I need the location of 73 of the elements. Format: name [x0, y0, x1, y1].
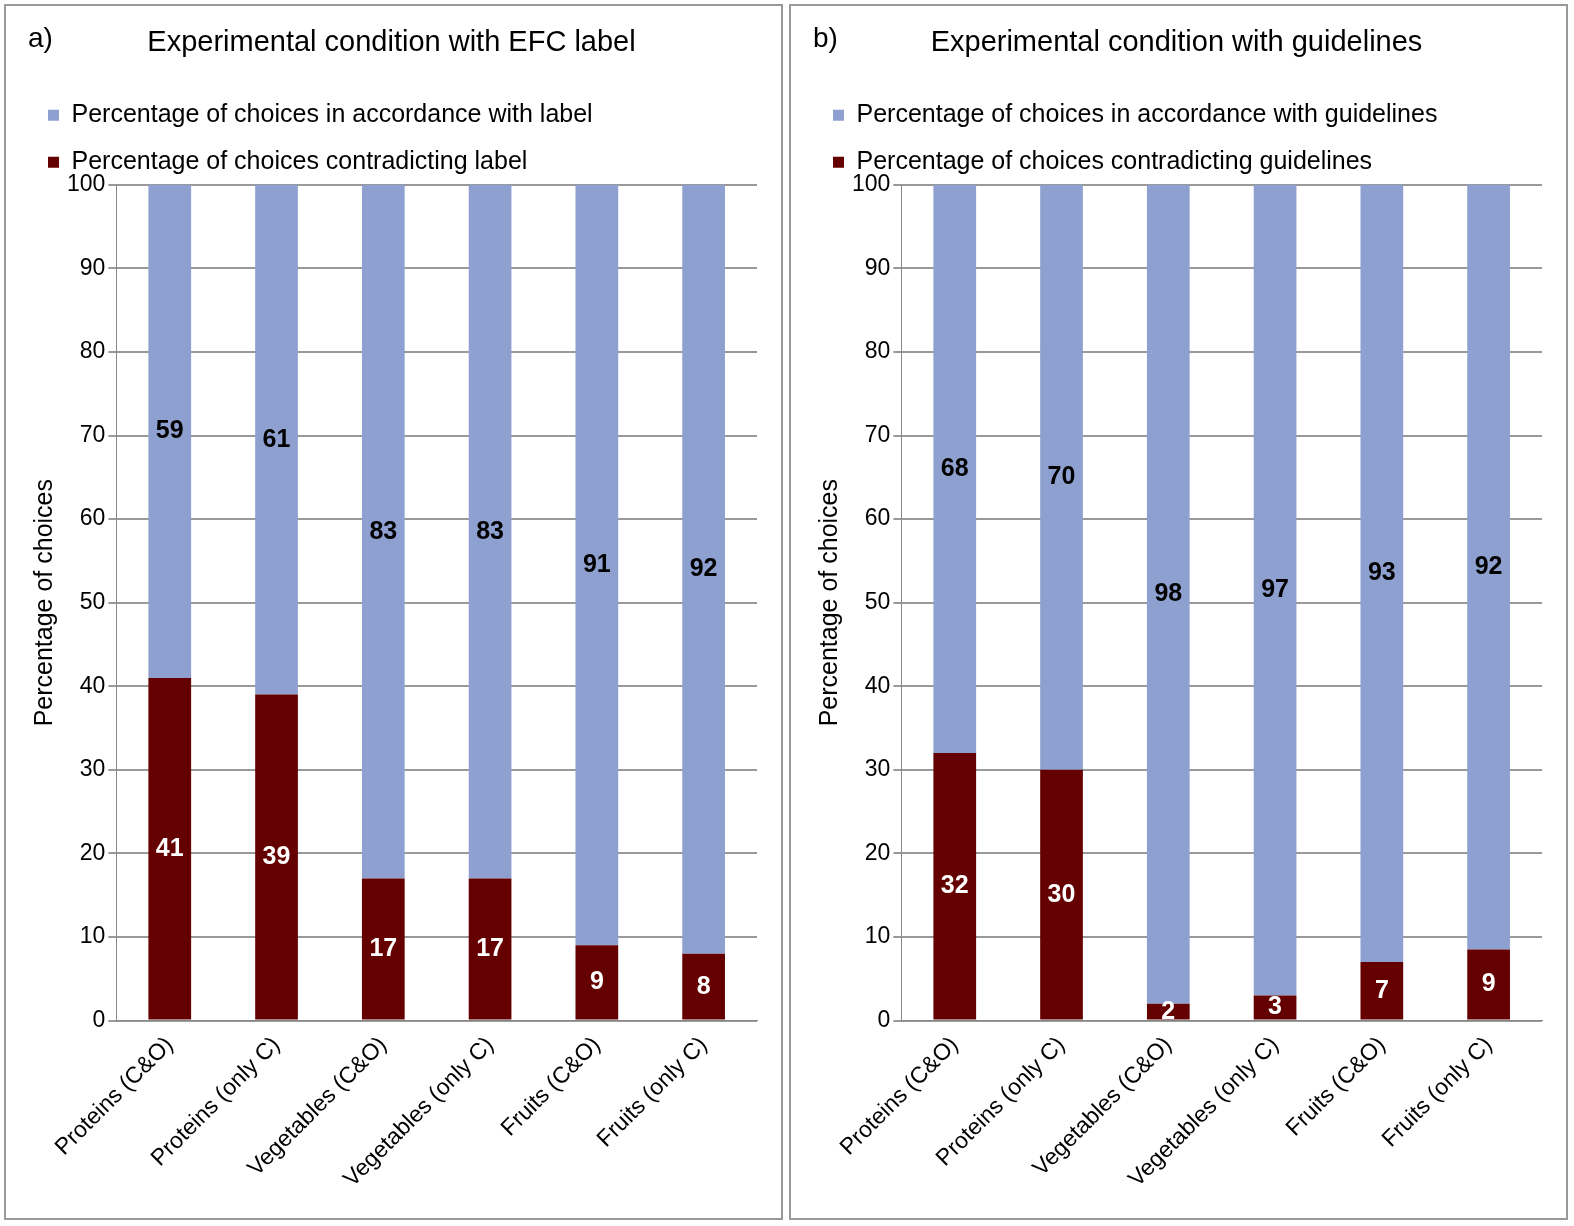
bar: [468, 184, 512, 879]
bar: [933, 184, 977, 754]
data-label: 68: [940, 452, 969, 481]
data-label: 92: [689, 553, 718, 582]
y-tick-label: 10: [864, 922, 891, 949]
chart-title: Experimental condition with guidelines: [930, 25, 1423, 58]
data-label: 17: [476, 932, 504, 961]
bar: [1253, 184, 1297, 996]
data-label: 97: [1261, 574, 1289, 603]
bar: [575, 945, 619, 1020]
data-label: 32: [940, 870, 969, 899]
y-tick-label: 30: [79, 755, 106, 782]
data-label: 30: [1047, 878, 1076, 907]
bar: [361, 184, 405, 879]
bar: [1467, 184, 1510, 950]
data-label: 93: [1367, 557, 1396, 586]
data-label: 7: [1374, 974, 1389, 1003]
bar: [933, 753, 977, 1020]
bar: [1360, 184, 1404, 963]
bar: [255, 184, 298, 695]
y-tick-label: 60: [79, 504, 106, 531]
data-label: 83: [476, 515, 504, 544]
y-axis-title: Percentage of choices: [28, 478, 57, 727]
y-tick-label: 70: [864, 420, 891, 447]
y-tick-label: 90: [864, 253, 891, 280]
bar: [468, 878, 512, 1020]
y-tick-label: 80: [79, 337, 106, 364]
bar: [255, 694, 298, 1020]
data-label: 70: [1047, 461, 1076, 490]
data-label: 92: [1474, 551, 1503, 580]
bar: [575, 184, 619, 946]
text: a): [28, 22, 53, 54]
y-tick-label: 60: [864, 504, 891, 531]
y-tick-label: 50: [79, 588, 106, 615]
y-tick-label: 90: [79, 253, 106, 280]
bar: [682, 184, 725, 954]
y-tick-label: 70: [79, 420, 106, 447]
bar: [682, 953, 725, 1020]
data-label: 41: [155, 832, 184, 861]
y-tick-label: 30: [864, 755, 891, 782]
y-tick-label: 20: [864, 838, 891, 865]
data-label: 3: [1268, 991, 1283, 1020]
bar: [1467, 949, 1510, 1020]
data-label: 61: [262, 423, 291, 452]
data-label: 59: [155, 415, 184, 444]
data-label: 17: [369, 932, 398, 961]
y-tick-label: 0: [877, 1005, 891, 1032]
y-tick-label: 80: [864, 337, 891, 364]
bar: [361, 878, 405, 1020]
data-label: 91: [582, 548, 611, 577]
bar: [148, 184, 192, 678]
data-label: 39: [262, 840, 291, 869]
y-tick-label: 10: [79, 922, 106, 949]
data-label: 98: [1154, 578, 1183, 607]
text: b): [813, 22, 838, 54]
y-tick-label: 40: [79, 671, 106, 698]
data-label: 9: [1481, 968, 1496, 997]
bar: [1040, 769, 1083, 1020]
bar: [1040, 184, 1083, 770]
bar: [1360, 962, 1404, 1020]
y-tick-label: 20: [79, 838, 106, 865]
y-tick-label: 50: [864, 588, 891, 615]
data-label: 2: [1161, 995, 1176, 1024]
bar: [148, 677, 192, 1020]
legend-label: Percentage of choices in accordance with guidelines: [856, 99, 1438, 128]
data-label: 9: [589, 966, 604, 995]
y-axis-title: Percentage of choices: [813, 478, 842, 727]
legend-label: Percentage of choices in accordance with label: [71, 99, 593, 128]
y-tick-label: 40: [864, 671, 891, 698]
chart-title: Experimental condition with EFC label: [147, 25, 636, 58]
y-tick-label: 0: [92, 1005, 106, 1032]
data-label: 8: [696, 970, 711, 999]
data-label: 83: [369, 515, 398, 544]
